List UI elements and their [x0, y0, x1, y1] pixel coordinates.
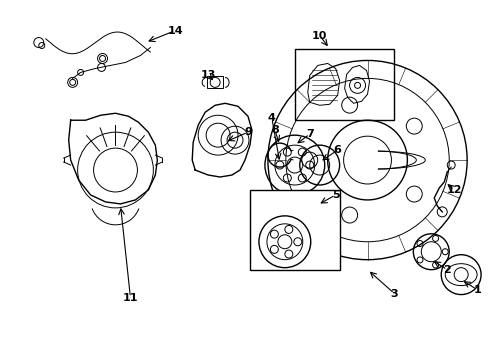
Text: 11: 11: [122, 293, 138, 302]
Text: 4: 4: [267, 113, 275, 123]
Text: 12: 12: [446, 185, 461, 195]
Text: 3: 3: [390, 289, 397, 298]
Text: 13: 13: [200, 71, 215, 80]
Bar: [294, 49, 394, 120]
Bar: [249, 190, 339, 270]
Text: 6: 6: [333, 145, 341, 155]
Text: 14: 14: [167, 26, 183, 36]
Text: 1: 1: [472, 284, 480, 294]
Text: 8: 8: [270, 125, 278, 135]
Text: 10: 10: [311, 31, 327, 41]
Text: 7: 7: [305, 129, 313, 139]
Text: 9: 9: [244, 127, 251, 137]
Text: 2: 2: [443, 265, 450, 275]
Text: 5: 5: [331, 190, 339, 200]
Bar: [207, 76, 223, 88]
